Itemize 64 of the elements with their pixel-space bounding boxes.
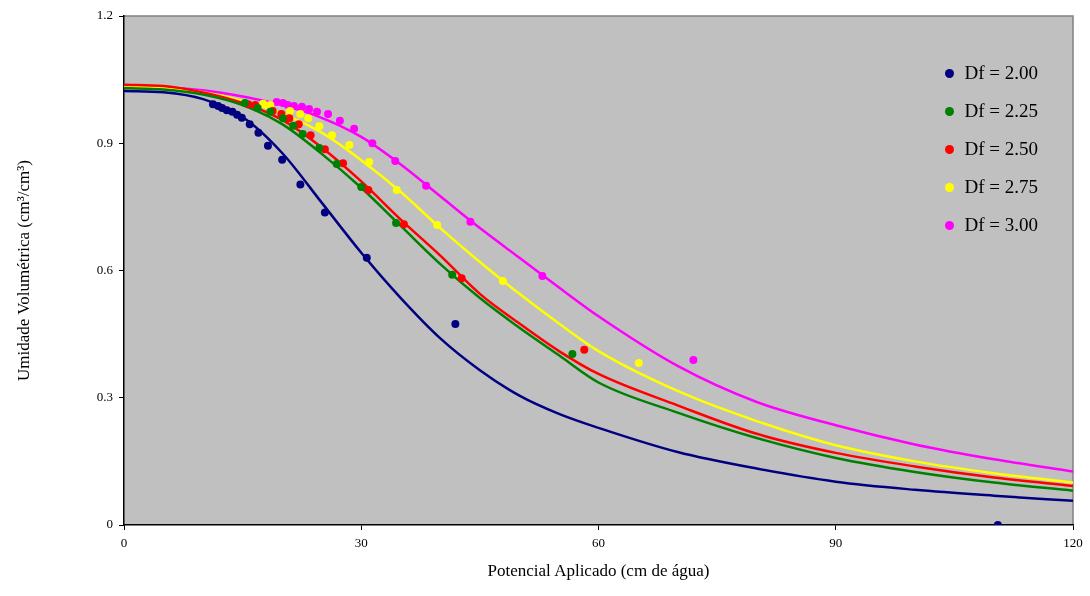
point bbox=[422, 181, 431, 190]
point bbox=[332, 160, 341, 169]
point bbox=[298, 129, 307, 138]
point bbox=[634, 358, 643, 367]
x-tick-label: 120 bbox=[1063, 535, 1083, 551]
point bbox=[451, 319, 460, 328]
y-tick-label: 0 bbox=[106, 516, 113, 532]
point bbox=[368, 139, 377, 148]
point bbox=[498, 277, 507, 286]
point bbox=[304, 114, 313, 123]
point bbox=[312, 107, 321, 116]
point bbox=[296, 180, 305, 189]
point bbox=[286, 107, 295, 116]
point bbox=[327, 131, 336, 140]
x-tick-label: 90 bbox=[829, 535, 843, 551]
x-tick-label: 30 bbox=[354, 535, 368, 551]
x-tick-label: 60 bbox=[592, 535, 605, 551]
y-axis-title: Umidade Volumétrica (cm³/cm³) bbox=[13, 159, 33, 382]
point bbox=[448, 270, 457, 279]
legend-label: Df = 2.75 bbox=[964, 176, 1038, 198]
point bbox=[466, 217, 475, 226]
point bbox=[357, 182, 366, 191]
legend-label: Df = 2.25 bbox=[964, 100, 1038, 122]
point bbox=[315, 143, 324, 152]
point bbox=[335, 116, 344, 125]
point bbox=[568, 350, 577, 359]
point bbox=[457, 274, 466, 283]
point bbox=[391, 157, 400, 166]
point bbox=[580, 345, 589, 354]
point bbox=[365, 157, 374, 166]
point bbox=[364, 185, 373, 194]
point bbox=[241, 98, 249, 107]
legend-label: Df = 3.00 bbox=[964, 214, 1038, 236]
point bbox=[399, 220, 408, 229]
point bbox=[324, 109, 333, 118]
point bbox=[305, 104, 314, 113]
point bbox=[538, 272, 547, 281]
point bbox=[306, 131, 315, 140]
point bbox=[278, 114, 287, 123]
y-tick-label: 1.2 bbox=[96, 7, 113, 23]
point bbox=[362, 253, 371, 262]
point bbox=[392, 185, 401, 194]
y-tick-label: 0.6 bbox=[96, 261, 114, 277]
point bbox=[297, 102, 306, 111]
point bbox=[689, 356, 698, 364]
legend-label: Df = 2.00 bbox=[964, 62, 1038, 84]
point bbox=[263, 141, 272, 150]
y-tick-label: 0.3 bbox=[96, 389, 113, 405]
point bbox=[278, 155, 287, 164]
point bbox=[345, 140, 354, 149]
point bbox=[289, 121, 298, 130]
point bbox=[296, 109, 305, 118]
point bbox=[320, 208, 329, 217]
point bbox=[237, 113, 246, 122]
x-tick-label: 0 bbox=[120, 535, 128, 551]
x-axis-title: Potencial Aplicado (cm de água) bbox=[487, 561, 710, 581]
point bbox=[245, 120, 254, 129]
point bbox=[392, 218, 401, 227]
point bbox=[254, 128, 263, 137]
legend-label: Df = 2.50 bbox=[964, 138, 1038, 160]
point bbox=[433, 221, 442, 230]
y-tick-label: 0.9 bbox=[96, 134, 113, 150]
point bbox=[315, 122, 324, 131]
point bbox=[350, 124, 359, 133]
